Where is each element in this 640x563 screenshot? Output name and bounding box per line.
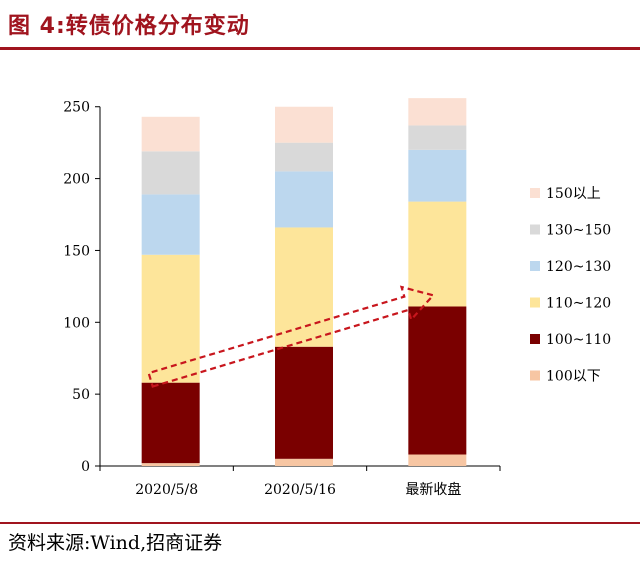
y-tick-label: 0 bbox=[81, 459, 90, 475]
bar-segment bbox=[141, 151, 200, 195]
source-note: 资料来源:Wind,招商证券 bbox=[8, 532, 223, 554]
bar-segment bbox=[141, 194, 200, 255]
stacked-bar-chart: 0 50 100 150 200 250 2020/5/8 2020/5/16 最新收盘 150… bbox=[63, 98, 611, 498]
legend-label: 120~130 bbox=[546, 259, 611, 275]
y-tick-label: 50 bbox=[72, 387, 90, 403]
y-tick-label: 150 bbox=[63, 243, 90, 259]
bar-segment bbox=[408, 454, 467, 466]
legend-label: 150以上 bbox=[546, 186, 601, 202]
trend-arrow bbox=[147, 285, 436, 388]
legend-swatch bbox=[530, 297, 540, 308]
bar-segment bbox=[141, 116, 200, 152]
figure-title: 图 4:转债价格分布变动 bbox=[8, 14, 250, 39]
y-tick-label: 100 bbox=[63, 315, 90, 331]
bar-segment bbox=[141, 463, 200, 466]
bar-segment bbox=[275, 171, 333, 228]
bar-segment bbox=[275, 346, 333, 459]
bar-segment bbox=[408, 306, 467, 455]
bar-segment bbox=[275, 142, 333, 172]
legend-swatch bbox=[530, 261, 540, 271]
footer-rule bbox=[0, 522, 640, 524]
legend-swatch bbox=[530, 188, 540, 198]
x-tick-label: 最新收盘 bbox=[405, 481, 461, 498]
y-tick-label: 250 bbox=[63, 100, 90, 116]
bar-segment bbox=[275, 458, 333, 466]
bar-segment bbox=[408, 98, 467, 126]
y-tick-label: 200 bbox=[63, 172, 90, 188]
legend: 150以上 130~150 120~130 110~120 100~110 100以下 bbox=[530, 186, 611, 385]
bar-segment bbox=[275, 227, 333, 347]
legend-swatch bbox=[530, 224, 540, 235]
legend-swatch bbox=[530, 370, 540, 381]
bar-segment bbox=[275, 106, 333, 143]
bar-segment bbox=[408, 125, 467, 150]
x-tick-label: 2020/5/8 bbox=[135, 482, 198, 498]
bar-segment bbox=[141, 382, 200, 464]
legend-label: 100以下 bbox=[546, 369, 601, 385]
plot-area: 0 50 100 150 200 250 2020/5/8 2020/5/16 最新收盘 bbox=[63, 98, 501, 498]
bar-segment bbox=[408, 201, 467, 307]
legend-label: 130~150 bbox=[546, 223, 611, 239]
x-tick-label: 2020/5/16 bbox=[264, 482, 336, 498]
legend-label: 110~120 bbox=[546, 296, 611, 312]
bar-segment bbox=[408, 149, 467, 202]
bar-segment bbox=[141, 254, 200, 383]
legend-swatch bbox=[530, 334, 540, 344]
title-rule bbox=[0, 47, 640, 50]
legend-label: 100~110 bbox=[546, 332, 611, 348]
